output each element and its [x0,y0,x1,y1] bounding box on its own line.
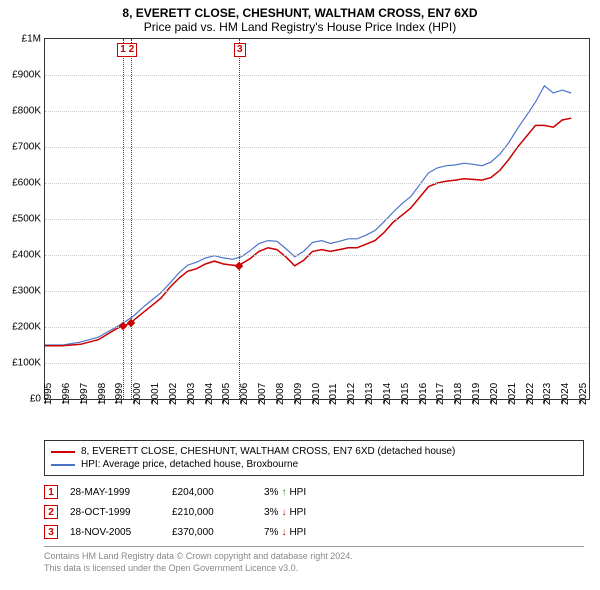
y-tick-label: £1M [22,34,45,45]
x-tick-label: 2025 [578,383,589,405]
legend-swatch [51,451,75,453]
y-tick-label: £700K [12,142,45,153]
gridline [45,327,589,328]
y-tick-label: £800K [12,106,45,117]
tx-date: 28-MAY-1999 [70,487,160,498]
gridline [45,111,589,112]
tx-price: £370,000 [172,527,252,538]
x-tick-label: 2005 [221,383,232,405]
event-label-box: 3 [234,43,246,57]
x-tick-label: 2015 [400,383,411,405]
x-tick-label: 1998 [97,383,108,405]
x-tick-label: 2018 [453,383,464,405]
tx-price: £204,000 [172,487,252,498]
chart-plot-area: £0£100K£200K£300K£400K£500K£600K£700K£80… [44,38,590,400]
x-tick-label: 2017 [435,383,446,405]
y-tick-label: £300K [12,286,45,297]
x-tick-label: 2000 [132,383,143,405]
transactions-table: 1 28-MAY-1999 £204,000 3%↑HPI 2 28-OCT-1999 £2… [44,482,584,542]
x-tick-label: 2001 [150,383,161,405]
x-tick-label: 2009 [293,383,304,405]
legend-swatch [51,464,75,466]
gridline [45,75,589,76]
arrow-icon: ↓ [281,527,286,538]
x-tick-label: 2020 [489,383,500,405]
credits-line: Contains HM Land Registry data © Crown c… [44,551,584,563]
title-main: 8, EVERETT CLOSE, CHESHUNT, WALTHAM CROS… [0,0,600,20]
tx-number-box: 1 [44,485,58,499]
gridline [45,219,589,220]
event-line [131,39,132,399]
gridline [45,291,589,292]
x-tick-label: 2004 [204,383,215,405]
tx-change: 7%↓HPI [264,527,306,538]
tx-price: £210,000 [172,507,252,518]
x-tick-label: 2008 [275,383,286,405]
gridline [45,147,589,148]
tx-number-box: 3 [44,525,58,539]
x-tick-label: 2010 [311,383,322,405]
x-tick-label: 2022 [525,383,536,405]
x-tick-label: 1995 [43,383,54,405]
gridline [45,363,589,364]
credits-line: This data is licensed under the Open Gov… [44,563,584,575]
tx-change: 3%↓HPI [264,507,306,518]
y-tick-label: £400K [12,250,45,261]
x-tick-label: 2016 [418,383,429,405]
event-line [239,39,240,399]
tx-date: 18-NOV-2005 [70,527,160,538]
legend-label: HPI: Average price, detached house, Brox… [81,459,298,470]
y-tick-label: £600K [12,178,45,189]
y-tick-label: £500K [12,214,45,225]
legend-label: 8, EVERETT CLOSE, CHESHUNT, WALTHAM CROS… [81,446,455,457]
arrow-icon: ↑ [281,487,286,498]
tx-date: 28-OCT-1999 [70,507,160,518]
gridline [45,183,589,184]
x-tick-label: 2007 [257,383,268,405]
x-tick-label: 1996 [61,383,72,405]
x-tick-label: 2006 [239,383,250,405]
x-tick-label: 2019 [471,383,482,405]
x-tick-label: 1997 [79,383,90,405]
credits: Contains HM Land Registry data © Crown c… [44,546,584,574]
x-tick-label: 2021 [507,383,518,405]
x-tick-label: 2002 [168,383,179,405]
x-tick-label: 2013 [364,383,375,405]
y-tick-label: £200K [12,322,45,333]
tx-change: 3%↑HPI [264,487,306,498]
transaction-row: 3 18-NOV-2005 £370,000 7%↓HPI [44,522,584,542]
x-tick-label: 2011 [328,383,339,405]
x-tick-label: 2023 [542,383,553,405]
x-tick-label: 2014 [382,383,393,405]
y-tick-label: £900K [12,70,45,81]
legend: 8, EVERETT CLOSE, CHESHUNT, WALTHAM CROS… [44,440,584,476]
event-label-box: 1 2 [117,43,137,57]
x-tick-label: 2003 [186,383,197,405]
chart-container: 8, EVERETT CLOSE, CHESHUNT, WALTHAM CROS… [0,0,600,590]
legend-item-property: 8, EVERETT CLOSE, CHESHUNT, WALTHAM CROS… [51,445,577,458]
gridline [45,255,589,256]
event-line [123,39,124,399]
x-tick-label: 2024 [560,383,571,405]
transaction-row: 1 28-MAY-1999 £204,000 3%↑HPI [44,482,584,502]
tx-number-box: 2 [44,505,58,519]
arrow-icon: ↓ [281,507,286,518]
y-tick-label: £100K [12,358,45,369]
legend-item-hpi: HPI: Average price, detached house, Brox… [51,458,577,471]
x-tick-label: 2012 [346,383,357,405]
title-sub: Price paid vs. HM Land Registry's House … [0,20,600,38]
transaction-row: 2 28-OCT-1999 £210,000 3%↓HPI [44,502,584,522]
